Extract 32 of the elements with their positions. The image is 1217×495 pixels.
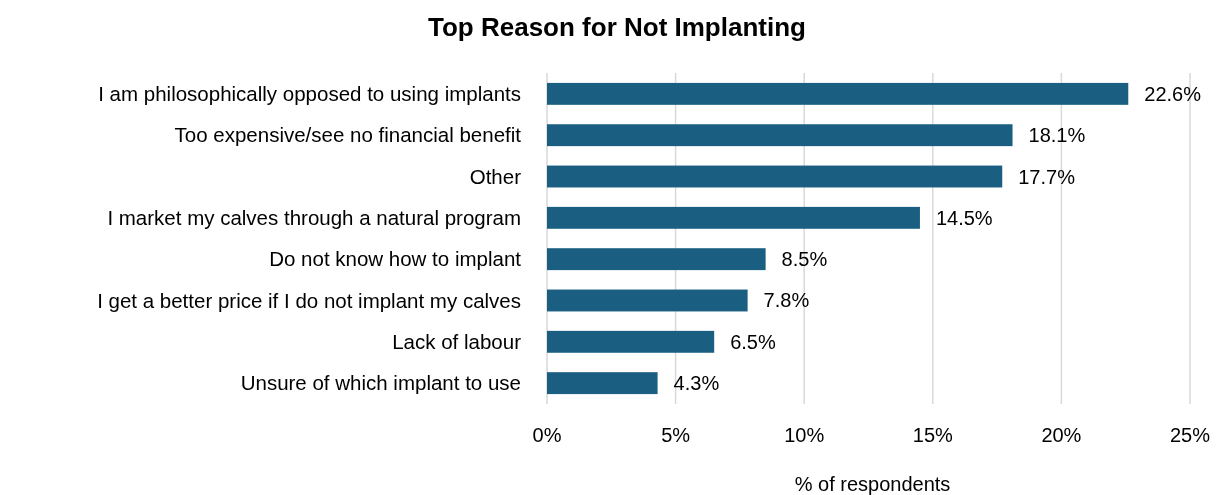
x-tick-label: 20% bbox=[1041, 424, 1082, 446]
bar bbox=[547, 82, 1129, 105]
bar bbox=[547, 206, 920, 229]
x-tick-label: 0% bbox=[532, 424, 562, 446]
data-label: 22.6% bbox=[1144, 82, 1202, 105]
bar bbox=[547, 330, 715, 353]
bar bbox=[547, 165, 1003, 188]
data-label: 14.5% bbox=[935, 206, 993, 229]
y-tick-label: Too expensive/see no financial benefit bbox=[174, 123, 522, 147]
bar bbox=[547, 248, 766, 271]
y-tick-label: Do not know how to implant bbox=[269, 247, 522, 271]
bar bbox=[547, 124, 1013, 147]
x-tick-label: 10% bbox=[784, 424, 825, 446]
data-label: 8.5% bbox=[781, 248, 828, 271]
chart-title: Top Reason for Not Implanting bbox=[428, 12, 806, 42]
y-tick-label: Other bbox=[469, 164, 522, 188]
x-tick-label: 5% bbox=[661, 424, 691, 446]
x-axis-title: % of respondents bbox=[794, 473, 951, 495]
y-tick-label: Lack of labour bbox=[392, 329, 522, 353]
y-tick-label: I get a better price if I do not implant my calves bbox=[97, 288, 521, 312]
y-tick-label: I market my calves through a natural program bbox=[107, 206, 521, 230]
data-label: 6.5% bbox=[730, 330, 776, 353]
data-label: 4.3% bbox=[673, 372, 720, 395]
data-label: 7.8% bbox=[763, 289, 810, 312]
data-label: 17.7% bbox=[1018, 165, 1076, 188]
x-tick-label: 15% bbox=[912, 424, 954, 446]
bar bbox=[547, 372, 658, 395]
y-tick-label: I am philosophically opposed to using implants bbox=[98, 82, 521, 106]
x-tick-label: 25% bbox=[1169, 424, 1211, 446]
data-label: 18.1% bbox=[1028, 124, 1086, 147]
bar bbox=[547, 289, 748, 312]
y-tick-label: Unsure of which implant to use bbox=[240, 371, 521, 395]
